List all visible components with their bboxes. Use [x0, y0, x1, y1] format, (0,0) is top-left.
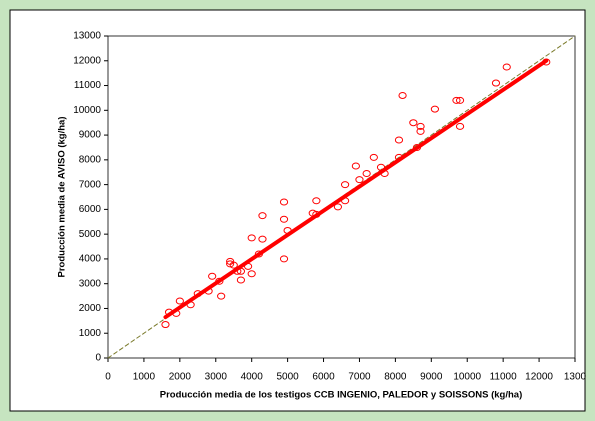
data-point [236, 276, 246, 284]
data-point [455, 96, 465, 104]
trend-line [163, 58, 549, 320]
x-tick-label: 11000 [490, 372, 518, 383]
y-tick-label: 4000 [79, 254, 102, 265]
data-point [333, 203, 343, 211]
data-point [491, 79, 501, 87]
y-tick-label: 5000 [79, 229, 102, 240]
y-tick-label: 10000 [73, 105, 101, 116]
y-tick-label: 8000 [79, 154, 102, 165]
x-tick-label: 2000 [169, 372, 192, 383]
data-point [409, 119, 418, 127]
data-point [247, 234, 256, 242]
data-point [229, 261, 238, 269]
data-point [208, 272, 217, 280]
y-tick-label: 0 [95, 353, 101, 364]
y-tick-label: 6000 [79, 204, 102, 215]
data-point [161, 321, 170, 329]
x-tick-label: 4000 [241, 372, 264, 383]
data-point [362, 169, 371, 177]
data-point [340, 181, 350, 189]
data-point [258, 212, 267, 220]
data-point [175, 297, 184, 305]
data-point [217, 292, 226, 300]
data-point [394, 136, 404, 144]
data-point [369, 153, 378, 161]
data-point [279, 198, 289, 206]
data-point [351, 162, 360, 170]
x-tick-label: 3000 [205, 372, 228, 383]
data-point [455, 122, 465, 130]
x-tick-label: 5000 [276, 372, 299, 383]
x-tick-label: 0 [105, 372, 111, 383]
data-point [416, 122, 425, 130]
x-tick-label: 1000 [133, 372, 156, 383]
y-tick-label: 3000 [79, 278, 102, 289]
data-point [502, 63, 511, 71]
x-tick-label: 8000 [384, 372, 407, 383]
data-point [312, 197, 321, 205]
y-tick-label: 13000 [73, 31, 101, 42]
x-axis-label: Producción media de los testigos CCB ING… [160, 390, 522, 401]
x-tick-label: 1300 [564, 372, 587, 383]
y-axis-label: Producción media de AVISO (kg/ha) [57, 117, 68, 278]
data-point [430, 105, 439, 113]
y-tick-label: 7000 [79, 179, 102, 190]
data-point [279, 255, 289, 263]
y-tick-label: 1000 [79, 328, 102, 339]
x-tick-label: 6000 [312, 372, 335, 383]
data-point [398, 91, 407, 99]
y-tick-label: 2000 [79, 303, 102, 314]
data-point [452, 96, 461, 104]
data-point [416, 127, 425, 135]
x-tick-label: 7000 [348, 372, 371, 383]
x-tick-label: 10000 [453, 372, 481, 383]
x-tick-label: 12000 [525, 372, 553, 383]
data-point [247, 270, 256, 278]
y-tick-label: 9000 [79, 130, 102, 141]
data-point [355, 176, 364, 184]
y-tick-label: 12000 [73, 55, 101, 66]
data-point [258, 235, 267, 243]
x-tick-label: 9000 [420, 372, 443, 383]
data-point [279, 215, 289, 223]
y-tick-label: 11000 [74, 80, 102, 91]
